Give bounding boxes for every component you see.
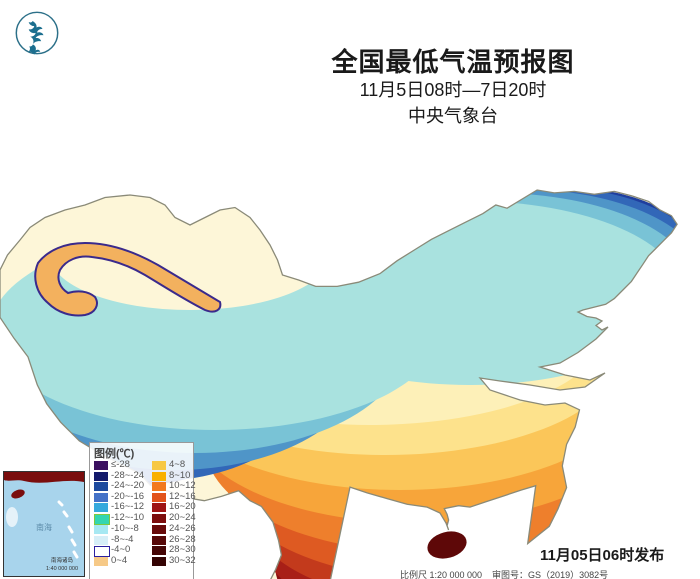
svg-text:南海: 南海 [36,522,52,532]
svg-text:1:40 000 000: 1:40 000 000 [46,566,78,572]
svg-text:南海诸岛: 南海诸岛 [51,556,74,564]
